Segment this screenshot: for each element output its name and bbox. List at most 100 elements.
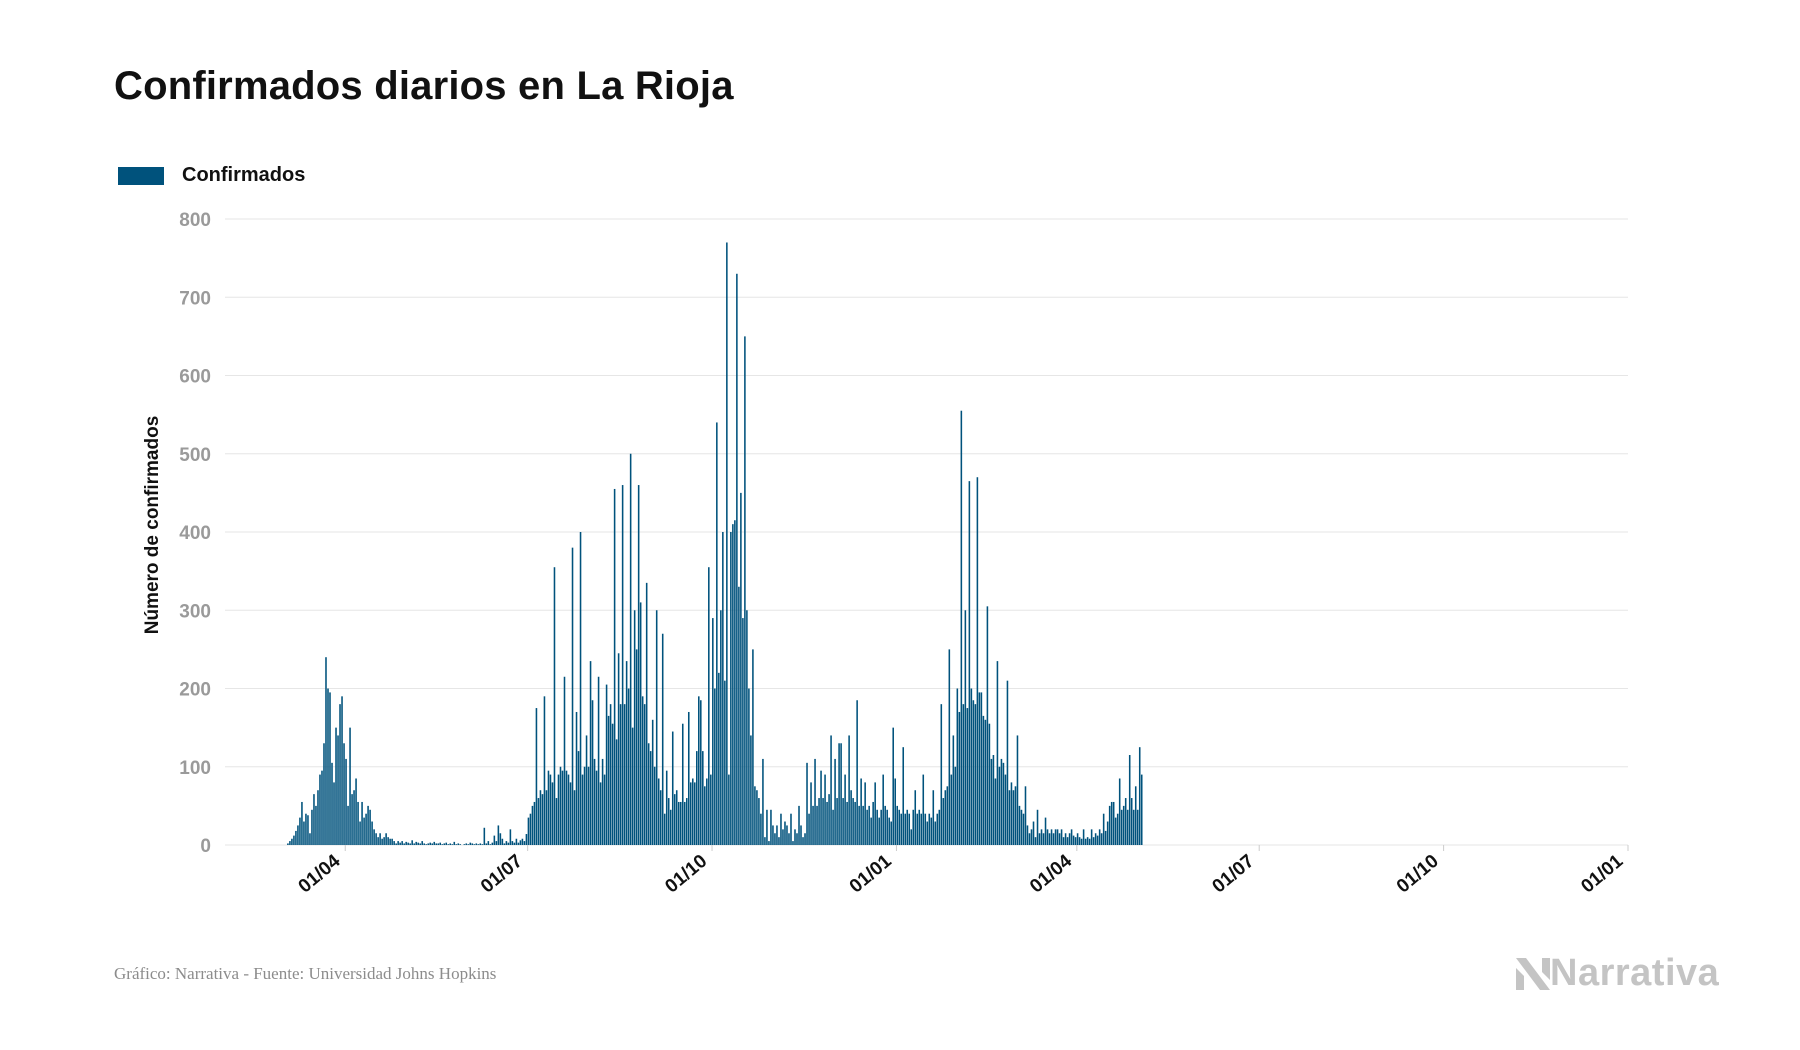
bar <box>475 843 478 845</box>
bar <box>786 825 788 845</box>
bar <box>950 774 953 845</box>
bar <box>653 766 656 845</box>
bar <box>838 743 840 845</box>
bar <box>423 843 425 845</box>
bar <box>677 801 680 845</box>
bar <box>758 798 760 845</box>
bar <box>920 813 923 845</box>
bar <box>876 809 878 845</box>
bar <box>1074 837 1077 845</box>
bar <box>365 813 367 845</box>
bar <box>862 805 864 846</box>
bar <box>714 688 716 845</box>
bar <box>665 770 668 845</box>
bar <box>798 805 800 846</box>
bar <box>539 790 542 845</box>
bars <box>287 242 1143 846</box>
bar <box>441 844 444 845</box>
bar <box>517 842 520 845</box>
bar <box>521 838 524 845</box>
y-tick-label: 600 <box>179 367 211 388</box>
bar <box>1080 838 1083 845</box>
bar <box>409 843 411 845</box>
bar <box>972 700 975 845</box>
bar <box>878 817 880 845</box>
bar <box>946 786 949 845</box>
bar <box>605 684 608 845</box>
bar <box>1046 829 1049 845</box>
bar <box>1132 809 1135 845</box>
bar <box>339 704 341 845</box>
bar <box>848 735 850 845</box>
y-tick-label: 200 <box>179 680 211 701</box>
bar <box>812 805 814 846</box>
bar <box>718 672 720 845</box>
bar <box>319 774 321 845</box>
bar <box>551 782 554 845</box>
bar <box>1138 747 1141 845</box>
bar <box>750 735 752 845</box>
bar <box>1030 829 1033 845</box>
bar <box>742 618 744 845</box>
bar <box>1086 837 1089 845</box>
bar <box>844 774 846 845</box>
bar <box>597 676 600 845</box>
bar <box>359 821 361 845</box>
bar <box>752 649 754 846</box>
bar <box>908 813 911 845</box>
bar <box>287 843 289 845</box>
source-note: Gráfico: Narrativa - Fuente: Universidad… <box>114 964 497 983</box>
bar <box>778 837 780 845</box>
bar <box>698 696 700 845</box>
bar <box>391 838 393 845</box>
bar <box>613 488 616 845</box>
bar <box>794 829 796 845</box>
bar <box>1056 829 1059 845</box>
bar <box>1044 817 1047 845</box>
bar <box>635 649 638 846</box>
bar <box>637 485 640 845</box>
bar <box>541 794 544 845</box>
bar <box>948 649 951 846</box>
bar <box>800 825 802 845</box>
bar <box>469 842 472 845</box>
bar <box>465 843 468 845</box>
bar <box>988 723 991 845</box>
bar <box>659 790 662 845</box>
bar <box>828 794 830 845</box>
bar <box>942 798 945 845</box>
bar <box>870 817 872 845</box>
bar <box>617 653 620 845</box>
bar <box>782 829 784 845</box>
bar <box>868 805 870 846</box>
bar <box>910 829 913 845</box>
bar <box>982 715 985 845</box>
bar <box>1054 829 1057 845</box>
bar <box>405 841 407 845</box>
y-axis-ticks: 0 100 200 300 400 500 600 700 800 <box>179 210 211 857</box>
y-tick-label: 100 <box>179 758 211 779</box>
bar <box>716 422 718 845</box>
bar <box>433 841 436 845</box>
bar <box>1004 774 1007 845</box>
bar <box>471 843 474 845</box>
bar <box>766 809 768 845</box>
bar <box>764 837 766 845</box>
bar <box>960 410 963 845</box>
bar <box>1136 809 1139 845</box>
bar <box>505 841 508 845</box>
x-tick-label: 01/10 <box>661 851 711 898</box>
bar <box>816 805 818 846</box>
bar <box>860 778 862 845</box>
bar <box>884 805 886 846</box>
bar <box>671 731 674 845</box>
bar <box>1012 790 1015 845</box>
bar <box>938 809 941 845</box>
bar <box>509 829 512 845</box>
bar <box>343 743 345 845</box>
bar <box>820 770 822 845</box>
bar <box>325 657 327 845</box>
bar <box>702 751 704 845</box>
bar <box>1106 821 1109 845</box>
bar <box>768 841 770 845</box>
